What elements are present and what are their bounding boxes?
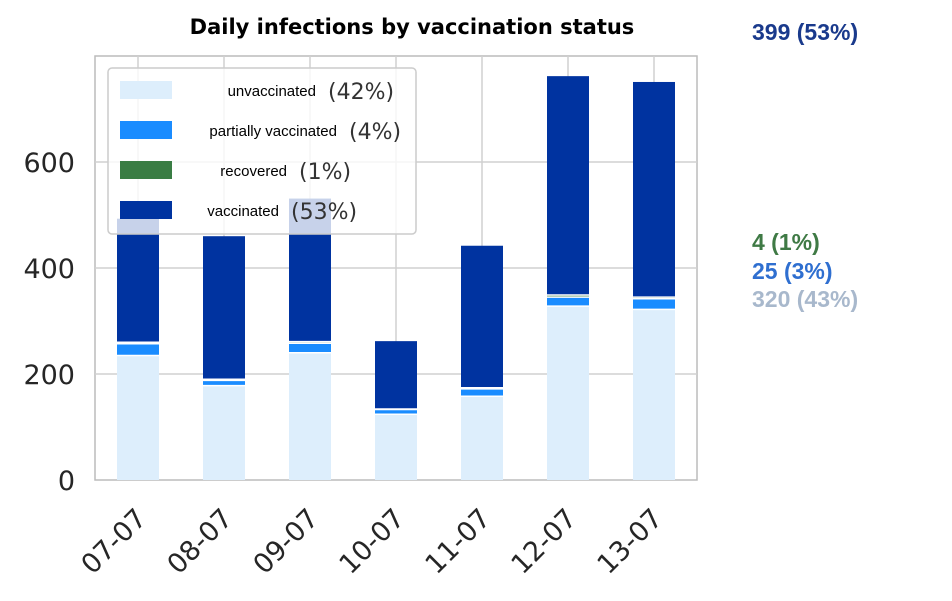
bar-segment-partially-vaccinated [547,297,589,307]
bar-segment-vaccinated [203,236,245,380]
x-tick-label: 11-07 [420,503,497,580]
x-tick-label: 12-07 [506,503,583,580]
bar-segment-unvaccinated [289,352,331,480]
chart-title: Daily infections by vaccination status [190,15,635,39]
x-tick-label: 10-07 [334,503,411,580]
bar-segment-recovered [633,297,675,299]
legend-swatch-vaccinated [120,201,172,219]
legend-box [107,67,417,235]
legend-percent: (53%) [291,200,357,225]
y-tick-label: 400 [23,254,75,285]
bar-segment-vaccinated [633,81,675,298]
bar-segment-unvaccinated [547,306,589,480]
x-tick-label: 07-07 [76,503,153,580]
y-tick-label: 600 [23,148,75,179]
annotation-label: 399 (53%) [752,19,858,45]
x-tick-label: 09-07 [248,503,325,580]
bar-segment-vaccinated [117,218,159,343]
annotation-label: 25 (3%) [752,258,833,284]
annotation-label: 4 (1%) [752,229,820,255]
bar-segment-unvaccinated [633,309,675,480]
bar-segment-partially-vaccinated [375,409,417,415]
bar-segment-unvaccinated [203,385,245,480]
bar-segment-recovered [117,342,159,344]
legend-label: vaccinated [207,203,279,220]
bar-segment-partially-vaccinated [461,388,503,397]
bar-segment-recovered [289,341,331,344]
x-tick-label: 08-07 [162,503,239,580]
bar-segment-partially-vaccinated [289,343,331,353]
legend-swatch-recovered [120,161,172,179]
bar-segment-partially-vaccinated [117,343,159,356]
bar-segment-recovered [547,295,589,298]
bar-segment-partially-vaccinated [633,298,675,310]
legend-swatch-partially-vaccinated [120,121,172,139]
bar-segment-vaccinated [547,76,589,296]
legend-percent: (42%) [328,80,394,105]
bar-segment-vaccinated [461,245,503,388]
annotation-label: 320 (43%) [752,286,858,312]
bar-segment-unvaccinated [117,355,159,480]
legend-swatch-unvaccinated [120,81,172,99]
x-tick-label: 13-07 [592,503,669,580]
bar-segment-partially-vaccinated [203,380,245,386]
y-tick-label: 200 [23,360,75,391]
legend-label: unvaccinated [228,83,316,100]
legend-percent: (4%) [349,120,401,145]
legend-label: recovered [220,163,287,180]
y-tick-label: 0 [58,466,75,497]
legend-percent: (1%) [299,160,351,185]
legend-label: partially vaccinated [209,123,337,140]
bar-segment-vaccinated [375,341,417,409]
bar-segment-unvaccinated [375,414,417,480]
bar-segment-unvaccinated [461,396,503,480]
